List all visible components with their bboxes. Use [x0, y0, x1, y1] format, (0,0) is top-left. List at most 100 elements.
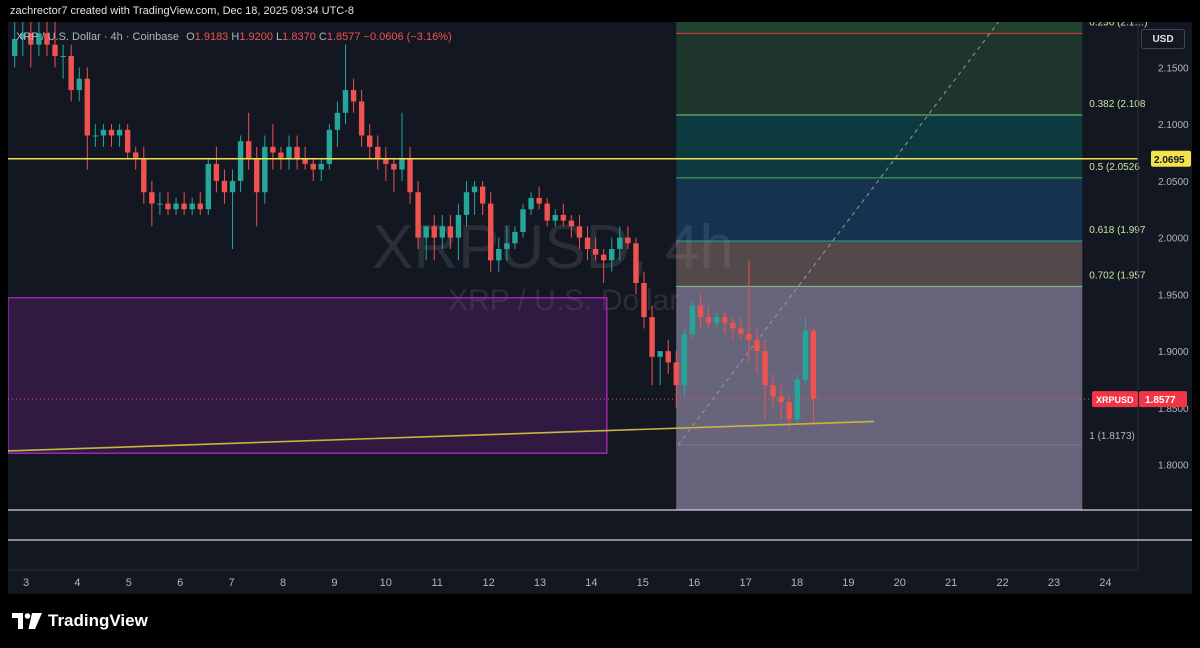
candle-body: [68, 56, 74, 91]
price-chart[interactable]: XRPUSD, 4h XRP / U.S. Dollar 0.236 (2.1……: [8, 22, 1192, 594]
ohlc-low: 1.8370: [282, 31, 316, 43]
demand-zone[interactable]: [8, 297, 608, 455]
fib-level-label: 0.382 (2.108: [1089, 99, 1146, 110]
ohlc-low-label: L: [276, 31, 283, 43]
candle-body: [512, 231, 518, 244]
candle-body: [76, 78, 82, 91]
candle-body: [60, 56, 66, 58]
candle-body: [84, 78, 91, 136]
candle-body: [44, 33, 50, 45]
candle-body: [496, 248, 502, 261]
candle-body: [116, 129, 123, 136]
candle-body: [730, 322, 736, 329]
x-tick-label: 4: [74, 577, 80, 589]
candle-body: [100, 129, 107, 136]
fib-band: [676, 241, 1083, 287]
fib-level-label: 0.5 (2.0526: [1089, 162, 1140, 173]
y-tick-label: 1.9000: [1158, 347, 1189, 358]
x-tick-label: 18: [791, 577, 803, 589]
candle-body: [641, 283, 647, 318]
y-tick-label: 1.8500: [1158, 404, 1189, 415]
candle-body: [721, 317, 728, 323]
candle-body: [181, 203, 187, 210]
candle-body: [584, 237, 591, 249]
symbol-name: XRP / U.S. Dollar · 4h · Coinbase: [16, 31, 180, 43]
candle-body: [399, 158, 405, 170]
currency-button[interactable]: USD: [1141, 29, 1185, 49]
fib-retracement-group[interactable]: 0.236 (2.1…) 0.382 (2.108 0.5 (2.0526 0.618…: [676, 22, 1148, 510]
candle-body: [28, 33, 34, 45]
candle-body: [770, 385, 776, 397]
candle-body: [423, 226, 429, 238]
candle-body: [794, 379, 801, 420]
candle-body: [165, 203, 171, 210]
candle-body: [705, 317, 712, 323]
x-tick-label: 3: [23, 577, 29, 589]
symbol-sub-watermark: XRP / U.S. Dollar: [448, 284, 679, 317]
x-tick-label: 17: [739, 577, 751, 589]
candle-body: [633, 243, 639, 284]
axes-group: 2.1500 2.1000 2.0500 2.0000 1.9500 1.9000 1.85…: [8, 22, 1192, 589]
candle-body: [609, 248, 615, 261]
candle-body: [286, 146, 292, 159]
x-tick-label: 13: [534, 577, 546, 589]
candle-body: [455, 214, 462, 238]
candle-body: [366, 135, 373, 147]
fib-band: [676, 286, 1083, 445]
candle-body: [463, 192, 470, 215]
symbol-legend[interactable]: XRP / U.S. Dollar · 4h · Coinbase O1.918…: [16, 31, 452, 43]
footer: [0, 594, 1200, 648]
candle-body: [528, 197, 534, 210]
candle-body: [310, 163, 316, 170]
candle-body: [52, 44, 58, 57]
watermark-group: XRPUSD, 4h XRP / U.S. Dollar: [372, 213, 734, 317]
fib-band: [676, 33, 1083, 116]
x-tick-label: 9: [331, 577, 337, 589]
candle-body: [11, 39, 18, 57]
candle-body: [92, 135, 99, 137]
candle-body: [294, 146, 300, 159]
candle-body: [431, 226, 437, 238]
candle-body: [617, 237, 623, 249]
level-price-tag: [1151, 150, 1191, 167]
x-tick-label: 12: [482, 577, 494, 589]
candle-body: [342, 90, 349, 113]
x-tick-label: 19: [842, 577, 854, 589]
tradingview-logo[interactable]: TradingView: [12, 611, 148, 631]
x-tick-label: 5: [126, 577, 132, 589]
x-tick-label: 10: [380, 577, 392, 589]
x-tick-label: 8: [280, 577, 286, 589]
x-tick-label: 16: [688, 577, 700, 589]
candle-body: [141, 158, 147, 193]
candle-body: [544, 203, 550, 221]
author-watermark: zachrector7 created with TradingView.com…: [10, 5, 355, 17]
x-tick-label: 15: [637, 577, 649, 589]
candle-body: [447, 226, 454, 238]
fib-band: [676, 22, 1083, 34]
fib-level-label: 0.618 (1.997: [1089, 225, 1146, 236]
candle-body: [536, 197, 542, 204]
support-trendline[interactable]: [8, 420, 875, 452]
candle-body: [471, 186, 478, 193]
candle-body: [746, 334, 752, 340]
ohlc-high-label: H: [231, 31, 240, 43]
candle-body: [383, 158, 389, 164]
y-tick-label: 2.0500: [1158, 177, 1189, 188]
candle-body: [318, 163, 324, 170]
x-tick-label: 23: [1048, 577, 1060, 589]
candle-body: [229, 180, 236, 193]
ohlc-close: 1.8577: [326, 31, 361, 43]
symbol-watermark: XRPUSD, 4h: [372, 213, 734, 282]
candle-body: [262, 146, 268, 193]
demand-zone-group[interactable]: [8, 297, 608, 455]
fib-trend-line[interactable]: [677, 22, 1000, 446]
candle-body: [205, 163, 212, 210]
candle-body: [802, 330, 809, 380]
candle-body: [302, 158, 308, 164]
candle-body: [36, 33, 42, 45]
x-tick-label: 14: [585, 577, 597, 589]
candle-body: [697, 305, 704, 318]
tradingview-logo-text: TradingView: [48, 611, 148, 630]
drawings-group[interactable]: [8, 158, 1138, 452]
x-tick-label: 20: [894, 577, 906, 589]
